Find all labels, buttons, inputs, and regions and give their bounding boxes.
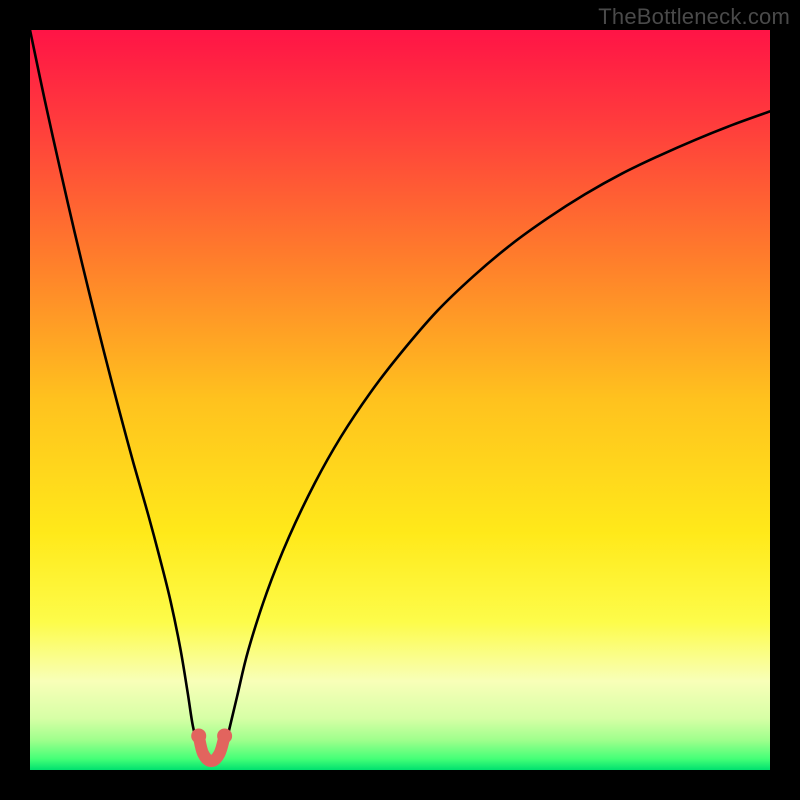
watermark-text: TheBottleneck.com [598,4,790,30]
plot-background [30,30,770,770]
chart-root: TheBottleneck.com [0,0,800,800]
plot-svg [30,30,770,770]
bottom-u-dot-left [191,728,206,743]
bottom-u-dot-right [217,728,232,743]
plot-area [30,30,770,770]
